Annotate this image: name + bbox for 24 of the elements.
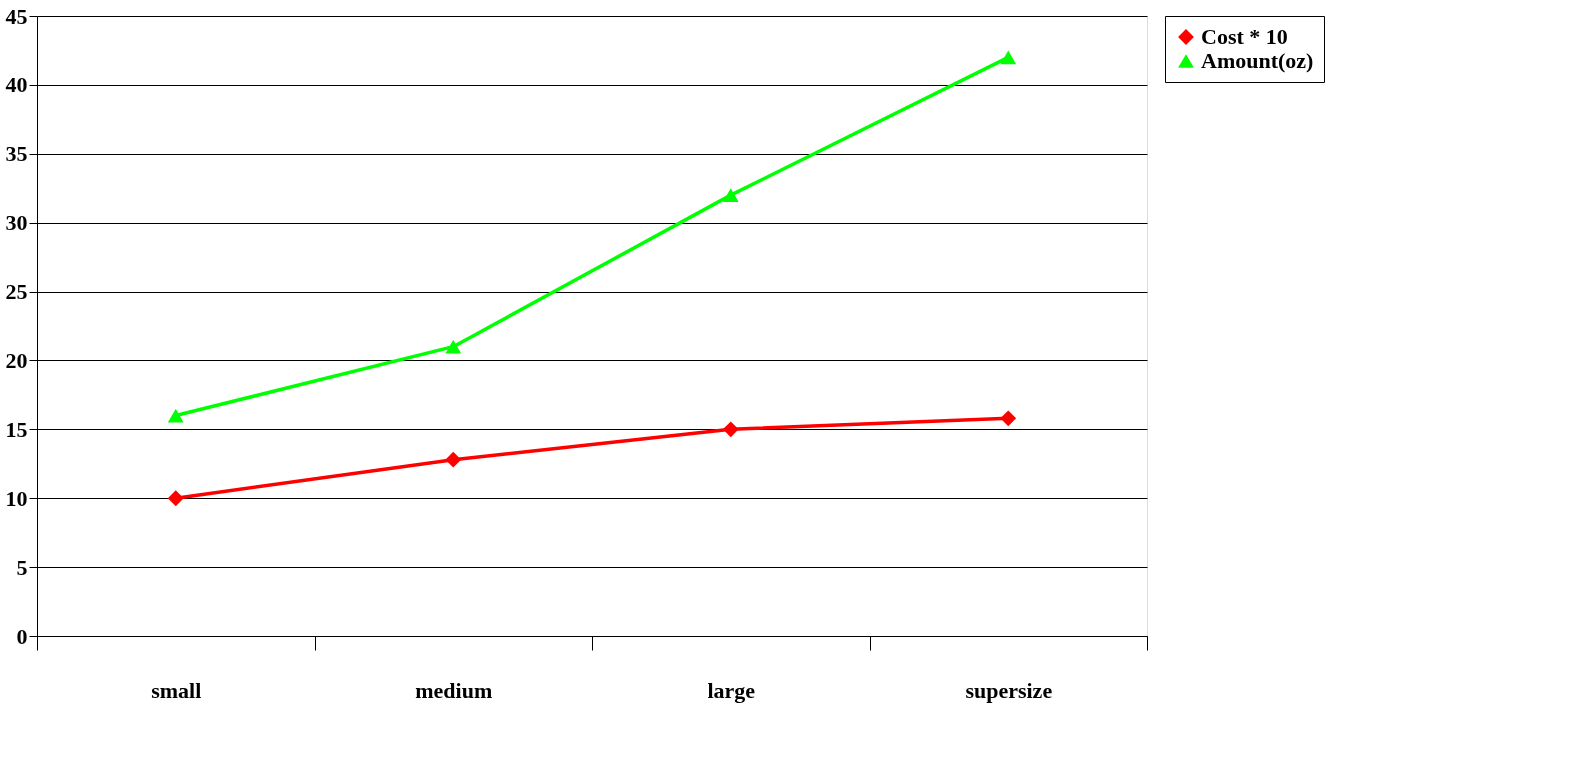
y-tick-label: 35 [5, 141, 28, 167]
point [445, 339, 462, 354]
point [445, 451, 462, 468]
y-tick-label: 15 [5, 416, 28, 442]
y-tick-label: 25 [5, 279, 28, 305]
legend-label: Amount(oz) [1201, 48, 1314, 73]
y-tick-label: 10 [5, 485, 28, 511]
x-tick-label: small [151, 677, 202, 703]
point [167, 408, 184, 423]
y-tick-label: 40 [5, 72, 28, 98]
x-tick-label: large [707, 677, 756, 703]
legend-label: Cost * 10 [1201, 24, 1288, 49]
x-tick-label: supersize [965, 677, 1053, 703]
point [1000, 410, 1017, 427]
y-tick-label: 5 [16, 554, 28, 580]
y-tick-label: 20 [5, 347, 28, 373]
x-tick-label: medium [415, 677, 493, 703]
point [1000, 50, 1017, 65]
point [722, 188, 739, 202]
y-tick-label: 0 [16, 623, 28, 649]
point [722, 421, 739, 438]
point [167, 490, 184, 507]
y-tick-label: 30 [5, 210, 28, 236]
y-tick-label: 45 [5, 3, 28, 29]
